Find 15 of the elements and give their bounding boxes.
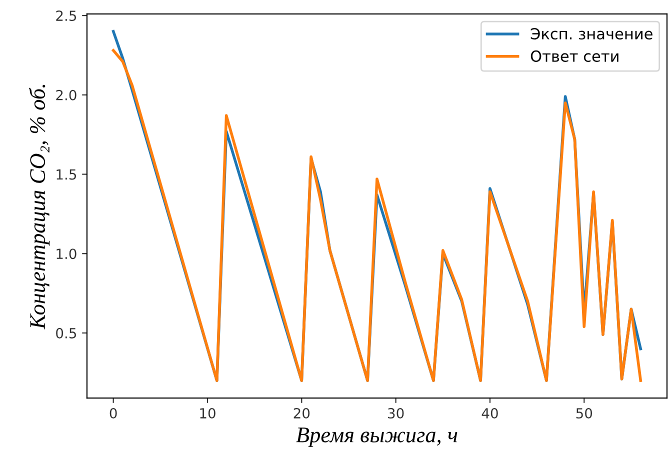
x-tick-label: 40 <box>482 408 498 419</box>
x-axis-title: Время выжига, ч <box>296 428 458 447</box>
y-tick-label: 1.5 <box>56 169 76 180</box>
y-tick-label: 1.0 <box>56 248 76 260</box>
x-tick-label: 0 <box>110 408 117 419</box>
x-tick-label: 20 <box>294 408 310 419</box>
y-tick-label: 2.5 <box>56 10 76 22</box>
x-tick-label: 50 <box>576 408 592 419</box>
y-axis-title: Концентрация CO₂, % об. <box>28 84 50 330</box>
y-tick-label: 2.0 <box>56 90 76 100</box>
x-tick-label: 30 <box>388 408 404 419</box>
legend-label: Эксп. значение <box>530 28 652 40</box>
legend-label: Ответ сети <box>530 50 618 62</box>
x-tick-label: 10 <box>200 408 216 419</box>
y-tick-label: 0.5 <box>56 328 76 338</box>
